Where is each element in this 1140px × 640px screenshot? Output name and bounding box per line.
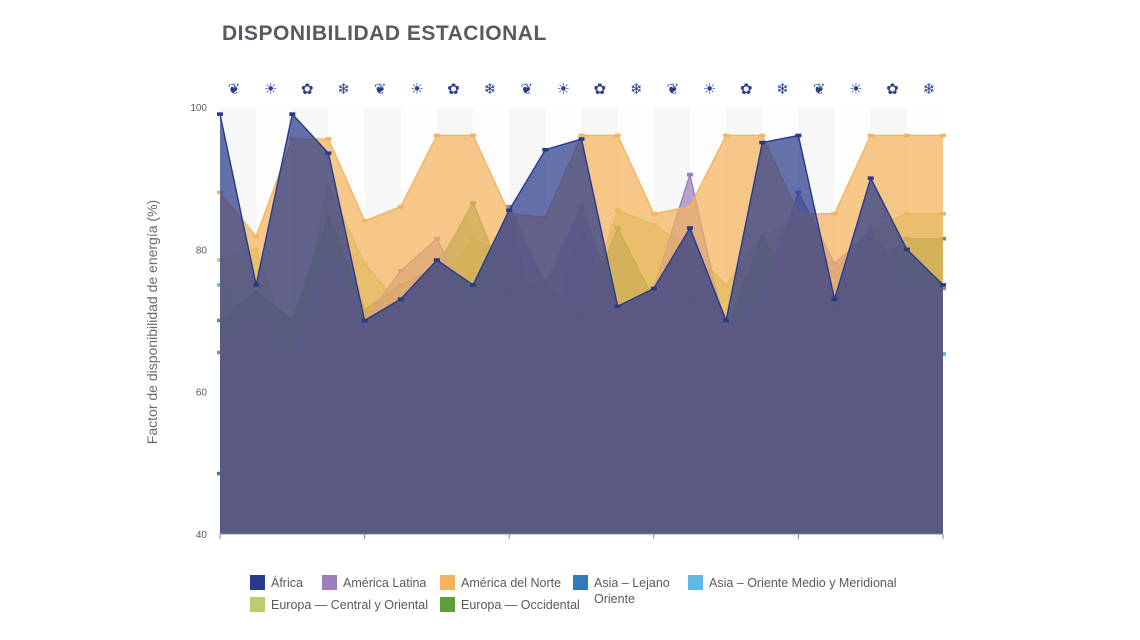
data-point [686, 172, 693, 177]
data-point [723, 133, 730, 138]
data-point [253, 234, 260, 239]
data-point [542, 147, 549, 152]
series-area [220, 114, 943, 534]
snowflake-icon: ❄ [776, 80, 789, 98]
legend-item-asia-oriente-medio[interactable]: Asia – Oriente Medio y Meridional [688, 575, 897, 591]
data-point [903, 133, 910, 138]
legend-item-america-latina[interactable]: América Latina [322, 575, 426, 591]
y-tick-label: 80 [196, 245, 208, 256]
data-point [397, 204, 404, 209]
snowflake-icon: ❄ [630, 80, 643, 98]
data-point [578, 137, 585, 141]
snowflake-icon: ❄ [484, 80, 497, 98]
legend-item-europa-central-oriental[interactable]: Europa — Central y Oriental [250, 597, 428, 613]
data-point [253, 283, 260, 287]
legend-label: África [271, 576, 303, 590]
legend-swatch [322, 575, 337, 590]
leaf-icon: ❦ [520, 80, 533, 98]
sun-icon: ☀ [410, 80, 423, 98]
legend-label: Asia – Oriente Medio y Meridional [709, 576, 897, 590]
sun-icon: ☀ [849, 80, 862, 98]
legend-label: Asia – Lejano Oriente [594, 576, 670, 606]
data-point [686, 226, 693, 230]
data-point [867, 176, 874, 180]
data-point [433, 258, 440, 262]
data-point [940, 283, 946, 287]
legend-label: América del Norte [461, 576, 562, 590]
data-point [759, 140, 766, 145]
series-6 [217, 112, 946, 534]
flower-icon: ✿ [740, 80, 753, 98]
data-point [361, 219, 368, 223]
legend-label: Europa — Occidental [461, 598, 580, 612]
y-tick-label: 60 [196, 388, 208, 399]
legend-swatch [250, 575, 265, 590]
y-tick-label: 40 [196, 530, 208, 541]
legend-swatch [440, 575, 455, 590]
data-point [831, 297, 838, 301]
leaf-icon: ❦ [374, 80, 387, 98]
data-point [325, 137, 332, 141]
data-point [289, 112, 296, 116]
legend-item-asia-lejano-oriente[interactable]: Asia – Lejano Oriente [573, 575, 688, 607]
snowflake-icon: ❄ [337, 80, 350, 98]
data-point [397, 297, 404, 301]
data-point [723, 318, 730, 323]
data-point [614, 304, 621, 309]
data-point [361, 318, 368, 323]
flower-icon: ✿ [886, 80, 899, 98]
data-point [506, 208, 513, 212]
seasonal-availability-chart: 100 80 60 40 ❦ ☀ ✿ ❄ ❦ ☀ ✿ ❄ ❦ ☀ ✿ ❄ ❦ ☀ ✿ ❄ ❦ ☀ ✿ ❄ [190, 80, 946, 541]
leaf-icon: ❦ [667, 80, 680, 98]
data-point [650, 286, 657, 291]
legend-swatch [688, 575, 703, 590]
legend-item-america-del-norte[interactable]: América del Norte [440, 575, 561, 591]
sun-icon: ☀ [264, 80, 277, 98]
leaf-icon: ❦ [813, 80, 826, 98]
data-point [686, 204, 693, 209]
data-point [217, 112, 223, 116]
data-point [470, 133, 477, 138]
data-point [470, 283, 477, 287]
data-point [325, 151, 332, 156]
legend-swatch [440, 597, 455, 612]
sun-icon: ☀ [703, 80, 716, 98]
snowflake-icon: ❄ [923, 80, 936, 98]
sun-icon: ☀ [556, 80, 569, 98]
data-point [903, 247, 910, 252]
legend-swatch [250, 597, 265, 612]
flower-icon: ✿ [594, 80, 607, 98]
data-point [578, 133, 585, 138]
legend-label: América Latina [343, 576, 427, 590]
flower-icon: ✿ [301, 80, 314, 98]
data-point [831, 211, 838, 216]
data-point [867, 133, 874, 138]
legend-item-africa[interactable]: África [250, 575, 303, 591]
data-point [614, 133, 621, 138]
legend-swatch [573, 575, 588, 590]
flower-icon: ✿ [447, 80, 460, 98]
data-point [650, 211, 657, 216]
data-point [433, 133, 440, 138]
data-point [759, 133, 766, 138]
data-point [795, 133, 802, 138]
data-point [506, 204, 513, 209]
chart-title: DISPONIBILIDAD ESTACIONAL [222, 22, 547, 45]
y-tick-label: 100 [190, 103, 207, 114]
leaf-icon: ❦ [228, 80, 241, 98]
legend-item-europa-occidental[interactable]: Europa — Occidental [440, 597, 580, 613]
legend-label: Europa — Central y Oriental [271, 598, 429, 612]
data-point [940, 133, 946, 138]
